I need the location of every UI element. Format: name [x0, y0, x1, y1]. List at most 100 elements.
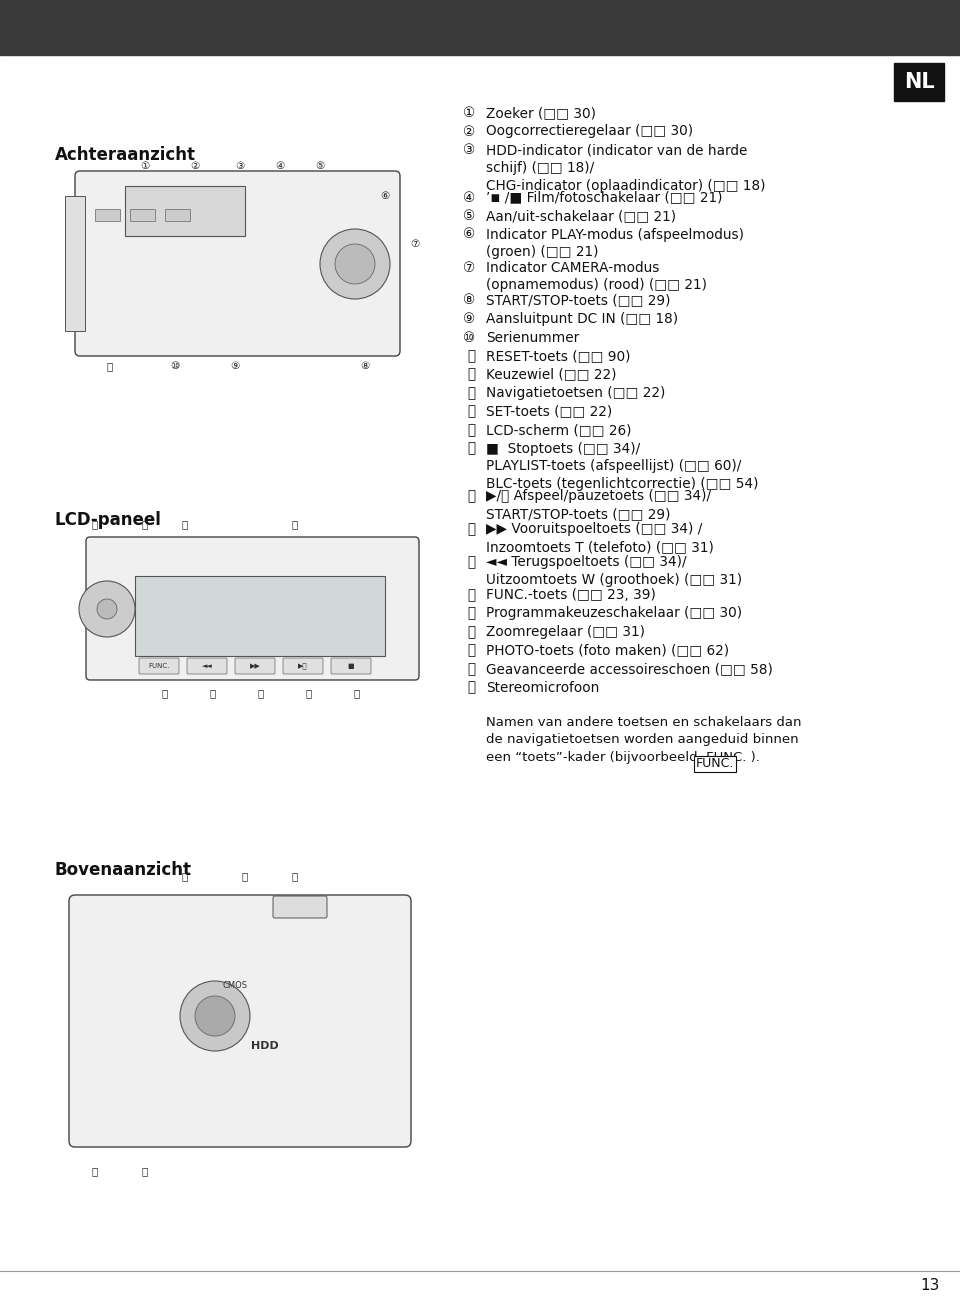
Bar — [894, 62, 944, 101]
Text: Geavanceerde accessoireschoen (□□ 58): Geavanceerde accessoireschoen (□□ 58) — [486, 662, 773, 677]
Text: 13: 13 — [921, 1278, 940, 1292]
Circle shape — [335, 245, 375, 284]
Text: ⑭: ⑭ — [181, 519, 188, 530]
Circle shape — [97, 598, 117, 619]
Text: Indicator PLAY-modus (afspeelmodus)
(groen) (□□ 21): Indicator PLAY-modus (afspeelmodus) (gro… — [486, 228, 744, 259]
Text: ⑥: ⑥ — [463, 228, 475, 242]
Text: ⑧: ⑧ — [463, 294, 475, 307]
Text: FUNC.: FUNC. — [696, 757, 734, 770]
Text: ⓷: ⓷ — [467, 644, 475, 657]
Text: ⑨: ⑨ — [230, 360, 240, 371]
Text: ④: ④ — [276, 161, 284, 170]
FancyBboxPatch shape — [139, 658, 179, 674]
Text: ⑯: ⑯ — [354, 688, 360, 699]
Text: ⑮: ⑮ — [292, 519, 299, 530]
Text: ◄◄: ◄◄ — [202, 664, 212, 669]
Text: ⑩: ⑩ — [170, 360, 180, 371]
Text: ⓵: ⓵ — [181, 870, 188, 881]
Text: ⑦: ⑦ — [463, 260, 475, 275]
Text: Serienummer: Serienummer — [486, 330, 579, 345]
Bar — [165, 209, 190, 221]
Text: ⑫: ⑫ — [467, 367, 475, 381]
Text: ①: ① — [463, 105, 475, 120]
FancyBboxPatch shape — [235, 658, 275, 674]
Text: ⑱: ⑱ — [258, 688, 264, 699]
Text: NL: NL — [903, 72, 934, 92]
Text: ⑤: ⑤ — [316, 161, 324, 170]
Circle shape — [320, 229, 390, 299]
Text: ⓸: ⓸ — [142, 1166, 148, 1176]
Text: ⑧: ⑧ — [360, 360, 370, 371]
Text: ⑪: ⑪ — [107, 360, 113, 371]
Bar — [125, 186, 245, 235]
Text: ⑫: ⑫ — [92, 519, 98, 530]
Text: Programmakeuzeschakelaar (□□ 30): Programmakeuzeschakelaar (□□ 30) — [486, 606, 742, 621]
Text: ⑨: ⑨ — [463, 312, 475, 327]
Text: ⓸: ⓸ — [467, 662, 475, 677]
Text: ⑲: ⑲ — [467, 556, 475, 569]
Text: SET-toets (□□ 22): SET-toets (□□ 22) — [486, 405, 612, 419]
Text: FUNC.: FUNC. — [148, 664, 170, 669]
Text: ⓹: ⓹ — [92, 1166, 98, 1176]
Text: ⓷: ⓷ — [292, 870, 299, 881]
Text: RESET-toets (□□ 90): RESET-toets (□□ 90) — [486, 349, 631, 363]
Text: START/STOP-toets (□□ 29): START/STOP-toets (□□ 29) — [486, 294, 670, 307]
Bar — [0, 0, 960, 55]
Text: ⑳: ⑳ — [162, 688, 168, 699]
Bar — [95, 209, 120, 221]
FancyBboxPatch shape — [283, 658, 323, 674]
Text: ⑥: ⑥ — [380, 191, 390, 200]
Text: Bovenaanzicht: Bovenaanzicht — [55, 861, 192, 879]
Text: LCD-scherm (□□ 26): LCD-scherm (□□ 26) — [486, 423, 632, 437]
FancyBboxPatch shape — [694, 756, 736, 771]
Text: ⑲: ⑲ — [210, 688, 216, 699]
Text: Zoeker (□□ 30): Zoeker (□□ 30) — [486, 105, 596, 120]
Text: Achteraanzicht: Achteraanzicht — [55, 146, 196, 164]
Text: ■: ■ — [348, 664, 354, 669]
Text: HDD: HDD — [252, 1041, 278, 1051]
Text: ⑬: ⑬ — [467, 386, 475, 399]
Text: ⑭: ⑭ — [467, 405, 475, 419]
Text: ⑳: ⑳ — [467, 588, 475, 602]
Text: Namen van andere toetsen en schakelaars dan
de navigatietoetsen worden aangeduid: Namen van andere toetsen en schakelaars … — [486, 716, 802, 764]
Text: ⑩: ⑩ — [463, 330, 475, 345]
Text: ▶▶: ▶▶ — [250, 664, 260, 669]
Text: ②: ② — [190, 161, 200, 170]
Text: ◄◄ Terugspoeltoets (□□ 34)/
Uitzoomtoets W (groothoek) (□□ 31): ◄◄ Terugspoeltoets (□□ 34)/ Uitzoomtoets… — [486, 556, 742, 587]
FancyBboxPatch shape — [273, 896, 327, 919]
Bar — [135, 576, 385, 656]
Text: ⓵: ⓵ — [467, 606, 475, 621]
FancyBboxPatch shape — [331, 658, 371, 674]
Text: ■  Stoptoets (□□ 34)/
PLAYLIST-toets (afspeellijst) (□□ 60)/
BLC-toets (tegenlic: ■ Stoptoets (□□ 34)/ PLAYLIST-toets (afs… — [486, 441, 758, 492]
Text: ⑬: ⑬ — [142, 519, 148, 530]
Circle shape — [79, 582, 135, 637]
Text: PHOTO-toets (foto maken) (□□ 62): PHOTO-toets (foto maken) (□□ 62) — [486, 644, 730, 657]
Text: ▶▶ Vooruitspoeltoets (□□ 34) /
Inzoomtoets T (telefoto) (□□ 31): ▶▶ Vooruitspoeltoets (□□ 34) / Inzoomtoe… — [486, 522, 714, 554]
Text: ⓹: ⓹ — [467, 680, 475, 695]
Text: ⑮: ⑮ — [467, 423, 475, 437]
Circle shape — [195, 997, 235, 1036]
Text: ⓶: ⓶ — [467, 624, 475, 639]
Text: ⑱: ⑱ — [467, 522, 475, 536]
Circle shape — [180, 981, 250, 1051]
Text: ②: ② — [463, 125, 475, 138]
Text: ④: ④ — [463, 190, 475, 204]
Text: ⑪: ⑪ — [467, 349, 475, 363]
Text: HDD-indicator (indicator van de harde
schijf) (□□ 18)/
CHG-indicator (oplaadindi: HDD-indicator (indicator van de harde sc… — [486, 143, 765, 193]
Text: ⑯: ⑯ — [467, 441, 475, 455]
Text: Aan/uit-schakelaar (□□ 21): Aan/uit-schakelaar (□□ 21) — [486, 209, 676, 222]
FancyBboxPatch shape — [69, 895, 411, 1147]
Text: Oogcorrectieregelaar (□□ 30): Oogcorrectieregelaar (□□ 30) — [486, 125, 693, 138]
Text: ⓶: ⓶ — [242, 870, 248, 881]
Text: Zoomregelaar (□□ 31): Zoomregelaar (□□ 31) — [486, 624, 645, 639]
Text: ③: ③ — [235, 161, 245, 170]
Text: Indicator CAMERA-modus
(opnamemodus) (rood) (□□ 21): Indicator CAMERA-modus (opnamemodus) (ro… — [486, 260, 707, 293]
Text: CMOS: CMOS — [223, 981, 248, 990]
Text: ⑰: ⑰ — [467, 489, 475, 503]
Text: ①: ① — [140, 161, 150, 170]
Text: ⑦: ⑦ — [410, 239, 420, 248]
FancyBboxPatch shape — [86, 537, 419, 680]
Bar — [65, 196, 85, 330]
Text: ’◾ /■ Film/fotoschakelaar (□□ 21): ’◾ /■ Film/fotoschakelaar (□□ 21) — [486, 190, 723, 204]
Text: ▶⏸: ▶⏸ — [299, 662, 308, 669]
